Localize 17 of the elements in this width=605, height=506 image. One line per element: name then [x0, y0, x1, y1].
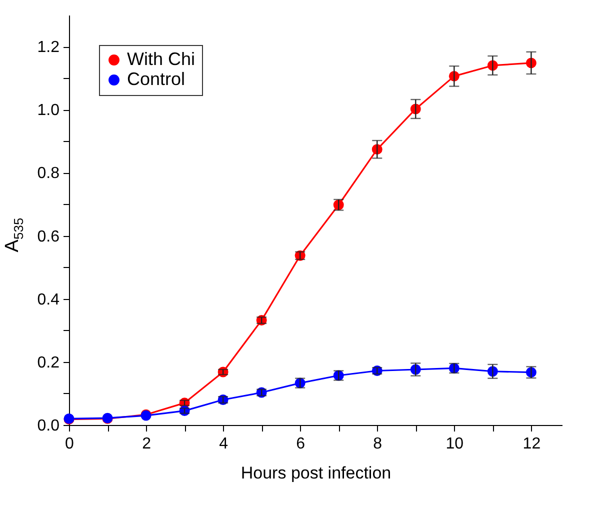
x-tick-label: 4: [219, 436, 228, 452]
y-tick-label: 0.0: [37, 418, 60, 434]
y-tick-label: 0.2: [37, 354, 60, 372]
legend-label: With Chi: [127, 49, 196, 69]
x-tick-label: 8: [373, 436, 382, 452]
legend-label: Control: [127, 69, 186, 89]
x-tick-label: 10: [446, 436, 464, 452]
x-tick-label: 2: [142, 436, 152, 452]
x-axis-title: Hours post infection: [240, 464, 392, 482]
y-tick-label: 1.0: [37, 102, 60, 120]
y-tick-label: 0.4: [37, 291, 60, 308]
y-tick-label: 1.2: [37, 39, 60, 56]
x-tick-label: 12: [522, 436, 541, 452]
x-tick-label: 0: [65, 436, 74, 452]
y-tick-label: 0.6: [37, 228, 60, 246]
y-tick-label: 0.8: [37, 165, 60, 182]
x-tick-label: 6: [296, 436, 306, 452]
